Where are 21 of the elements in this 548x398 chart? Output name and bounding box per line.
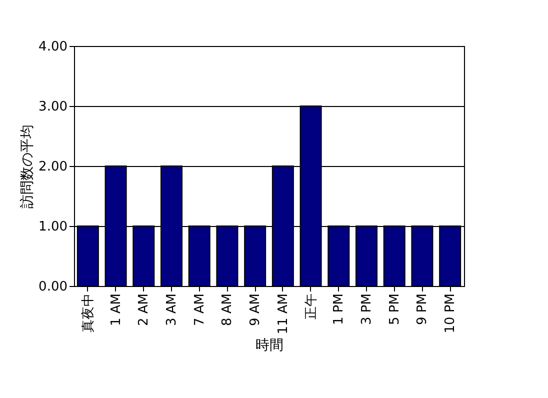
x-tick-label: 10 PM xyxy=(443,294,458,334)
x-tick-label: 9 AM xyxy=(248,294,264,326)
x-tick-label: 9 PM xyxy=(415,294,430,325)
x-tick-label: 3 PM xyxy=(360,294,374,325)
y-tick-label: 1.00 xyxy=(38,220,68,234)
y-tick-label: 0.00 xyxy=(38,280,68,294)
y-tick-label: 2.00 xyxy=(38,160,68,174)
x-tick-label: 正午 xyxy=(304,294,319,320)
y-tick-label: 3.00 xyxy=(38,100,68,114)
x-tick-label: 1 AM xyxy=(108,294,124,326)
x-axis-title: 時間 xyxy=(256,337,284,354)
x-tick-label: 7 AM xyxy=(192,294,208,326)
y-tick-label: 4.00 xyxy=(38,40,68,54)
x-tick-label: 1 PM xyxy=(332,294,347,325)
x-tick-label: 真夜中 xyxy=(80,294,96,332)
x-tick-label: 3 AM xyxy=(164,294,180,326)
x-tick-label: 8 AM xyxy=(220,294,236,326)
x-tick-label: 2 AM xyxy=(136,294,152,326)
x-tick-label: 5 PM xyxy=(387,294,402,325)
x-tick-label: 11 AM xyxy=(276,294,291,334)
y-axis-title: 訪問数の平均 xyxy=(20,124,36,208)
